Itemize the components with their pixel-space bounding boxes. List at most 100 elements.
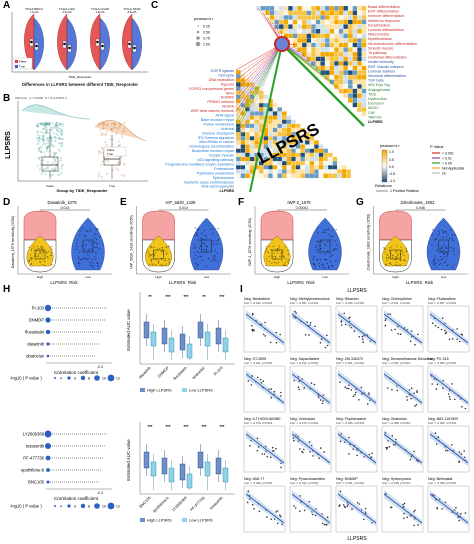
high-point [166,252,168,254]
i-point [352,448,354,450]
i-point [459,398,462,400]
c-heat-cell-top [338,74,344,80]
c-heat-cell-top [357,84,362,89]
h-bubble-legend-dot [80,503,86,509]
c-heat-cell-top [338,5,344,11]
low-point [83,235,85,237]
low-point [432,259,434,261]
h-drug-label: fluvastatin [25,330,45,335]
b-point [44,123,47,126]
low-point [439,247,441,249]
c-heat-cell-top [269,15,275,20]
high-point [388,262,390,264]
c-heat-cell-left [300,152,306,158]
i-point [339,440,342,443]
c-heat-cell-top [306,19,312,25]
i-point [253,508,255,510]
b-point [112,127,115,129]
c-heat-cell-top [306,38,312,43]
low-point [97,262,99,264]
h-bubble-legend-dot [94,375,100,381]
c-heat-cell-left [277,111,283,117]
i-point [433,494,436,497]
c-heat-cell-top [301,51,307,57]
a-median [63,42,66,46]
high-point [151,263,153,265]
i-point [263,453,266,455]
b-point [54,136,57,139]
low-point [85,230,87,232]
c-heat-cell-left [277,127,283,133]
i-point [394,443,397,446]
b-point [47,140,50,143]
low-point [335,229,337,231]
c-heat-cell-top [352,61,358,66]
i-point [256,376,259,379]
high-point [272,245,274,248]
low-point [316,227,318,229]
low-point [93,256,96,258]
c-left-label: Antiviral [221,127,234,131]
i-point [417,460,419,463]
c-heat-cell-top [320,47,326,53]
violin-xlabel: LLPSRS_Risk [406,280,434,284]
i-point [441,508,443,510]
i-plot-frame [381,485,424,533]
c-heat-cell-top [361,88,367,94]
low-point [453,253,456,256]
b-point [49,127,52,130]
low-point [87,254,89,256]
c-heat-cell-top [320,33,326,39]
c-left-label: Nucleotide excision repair [192,149,235,153]
high-point [392,255,394,257]
c-heat-cell-left [327,165,333,170]
high-point [148,256,150,258]
b-legend [103,146,127,157]
i-fit-line [245,433,285,464]
low-point [196,263,198,265]
high-point [277,252,279,254]
c-heat-cell-top [361,33,367,39]
c-heat-cell-top [347,56,353,62]
low-point [326,262,329,265]
h-auc-box-low [186,343,193,359]
i-fit-line [383,433,423,464]
i-point [364,512,367,515]
c-heat-cell-left [263,94,269,100]
i-cell-corr: Corr = -0.349, p<0.001 [244,481,273,485]
a-median [133,46,136,50]
b-point [59,159,62,162]
i-point [399,333,402,335]
high-point [42,263,44,266]
high-point [168,259,171,261]
c-heat-cell-top [278,5,284,11]
a-group-label: TCGA-STAD [123,7,141,11]
c-heat-cell-top [283,19,289,25]
c-heat-cell-top [347,42,353,48]
low-point [446,258,448,260]
i-point [348,453,350,455]
h-drug-label: LY2606368 [23,432,45,437]
i-point [384,431,387,434]
c-link-line [235,43,283,133]
i-fit-line [337,493,377,524]
c-cb-tick: 0.0 [389,165,394,169]
low-point [441,246,443,248]
high-point [397,265,399,267]
c-heat-cell-left [254,107,260,112]
c-heat-cell-top [311,10,316,16]
c-heat-cell-left [323,161,329,166]
high-point [281,260,283,262]
b-point [57,142,60,145]
c-heat-cell-left [277,107,283,112]
high-point [283,263,285,265]
c-left-label: Oocyte meiosis [209,154,234,158]
b-point [43,134,46,137]
i-cell-title: Neg: DNMDP [336,477,358,481]
c-heat-cell-top [338,56,344,62]
c-heat-cell-top [334,42,339,48]
low-point [97,265,99,267]
h-legend-high: High LLPSRS [147,518,172,523]
c-link-line [281,43,346,96]
b-point [47,123,50,126]
